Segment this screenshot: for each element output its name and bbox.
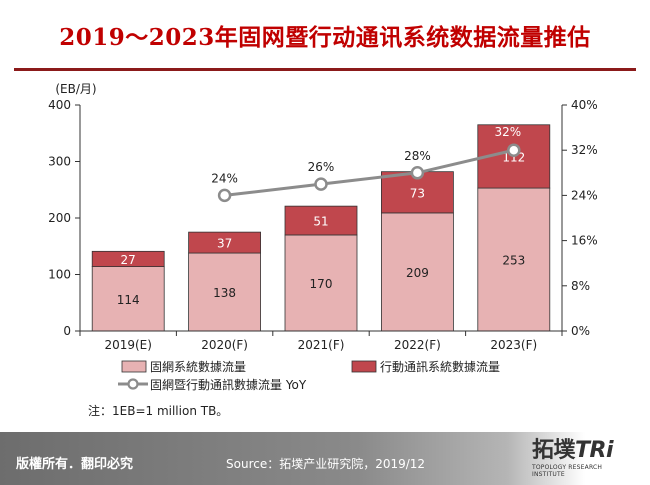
title-divider bbox=[14, 68, 636, 71]
x-tick-label-2019(E): 2019(E) bbox=[104, 338, 151, 352]
y2-tick-label-40%: 40% bbox=[571, 98, 598, 112]
yoy-line bbox=[224, 148, 515, 197]
yoy-label-2020(F): 24% bbox=[211, 171, 238, 185]
y-axis-label: (EB/月) bbox=[55, 82, 96, 96]
yoy-label-2022(F): 28% bbox=[404, 149, 431, 163]
footnote: 注：1EB=1 million TB。 bbox=[88, 404, 229, 418]
label-fixed-2020(F): 138 bbox=[213, 286, 236, 300]
brand-logo: 拓墣TRi TOPOLOGY RESEARCH INSTITUTE bbox=[532, 437, 614, 478]
y-tick-label-200: 200 bbox=[48, 211, 71, 225]
plot-area: 114 27 138 37 170 51 209 73 253 112 24% 26% 28% 32% bbox=[91, 124, 551, 332]
label-mobile-2021(F): 51 bbox=[313, 215, 328, 229]
bar-fixed-2019(E) bbox=[91, 266, 165, 332]
yoy-point-2020(F) bbox=[217, 188, 232, 203]
y-tick-label-300: 300 bbox=[48, 155, 71, 169]
bar-mobile-2019(E) bbox=[91, 250, 165, 267]
yoy-label-2023(F): 32% bbox=[494, 125, 521, 139]
label-fixed-2021(F): 170 bbox=[310, 277, 333, 291]
legend-swatch-mobile bbox=[351, 360, 377, 373]
legend-label-yoy: 固網暨行動通訊數據流量 YoY bbox=[150, 377, 307, 392]
yoy-label-2021(F): 26% bbox=[308, 160, 335, 174]
label-mobile-2019(E): 27 bbox=[121, 253, 136, 267]
y2-tick-label-32%: 32% bbox=[571, 143, 598, 157]
bar-fixed-2023(F) bbox=[477, 187, 551, 332]
y-tick-label-400: 400 bbox=[48, 98, 71, 112]
bar-mobile-2021(F) bbox=[284, 205, 358, 236]
y2-tick-label-16%: 16% bbox=[571, 234, 598, 248]
legend-label-mobile: 行動通訊系統數據流量 bbox=[380, 359, 500, 374]
chart: 114 27 138 37 170 51 209 73 253 112 24% 26% 28% 32% 0… bbox=[48, 82, 598, 392]
y2-tick-label-24%: 24% bbox=[571, 188, 598, 202]
legend-marker-yoy bbox=[127, 378, 139, 390]
y-tick-label-100: 100 bbox=[48, 268, 71, 282]
label-mobile-2023(F): 112 bbox=[502, 150, 525, 164]
label-fixed-2019(E): 114 bbox=[117, 293, 140, 307]
legend-swatch-fixed bbox=[121, 360, 147, 373]
bar-fixed-2020(F) bbox=[188, 252, 262, 332]
y-tick-label-0: 0 bbox=[63, 324, 71, 338]
yoy-point-2022(F) bbox=[410, 166, 425, 180]
bar-mobile-2020(F) bbox=[188, 231, 262, 254]
x-tick-label-2022(F): 2022(F) bbox=[394, 338, 441, 352]
yoy-point-2023(F) bbox=[507, 143, 521, 157]
label-mobile-2022(F): 73 bbox=[410, 186, 425, 200]
copyright-text: 版權所有．翻印必究 bbox=[16, 457, 134, 472]
axes: 0 100 200 300 400 0% 8% 16% 24% 32% 40% 2019(E) 2020… bbox=[48, 82, 598, 352]
label-fixed-2023(F): 253 bbox=[502, 254, 525, 268]
x-tick-label-2021(F): 2021(F) bbox=[298, 338, 345, 352]
legend-label-fixed: 固網系統數據流量 bbox=[150, 360, 246, 374]
chart-title: 2019～2023年固网暨行动通讯系统数据流量推估 bbox=[59, 24, 591, 51]
x-tick-label-2020(F): 2020(F) bbox=[201, 338, 248, 352]
source-text: Source：拓墣产业研究院，2019/12 bbox=[226, 457, 426, 471]
x-tick-label-2023(F): 2023(F) bbox=[490, 338, 537, 352]
label-fixed-2022(F): 209 bbox=[406, 266, 429, 280]
footer-bar bbox=[0, 432, 650, 485]
yoy-point-2021(F) bbox=[314, 177, 328, 191]
y2-tick-label-0%: 0% bbox=[571, 324, 590, 338]
label-mobile-2020(F): 37 bbox=[217, 237, 232, 251]
y2-tick-label-8%: 8% bbox=[571, 279, 590, 293]
